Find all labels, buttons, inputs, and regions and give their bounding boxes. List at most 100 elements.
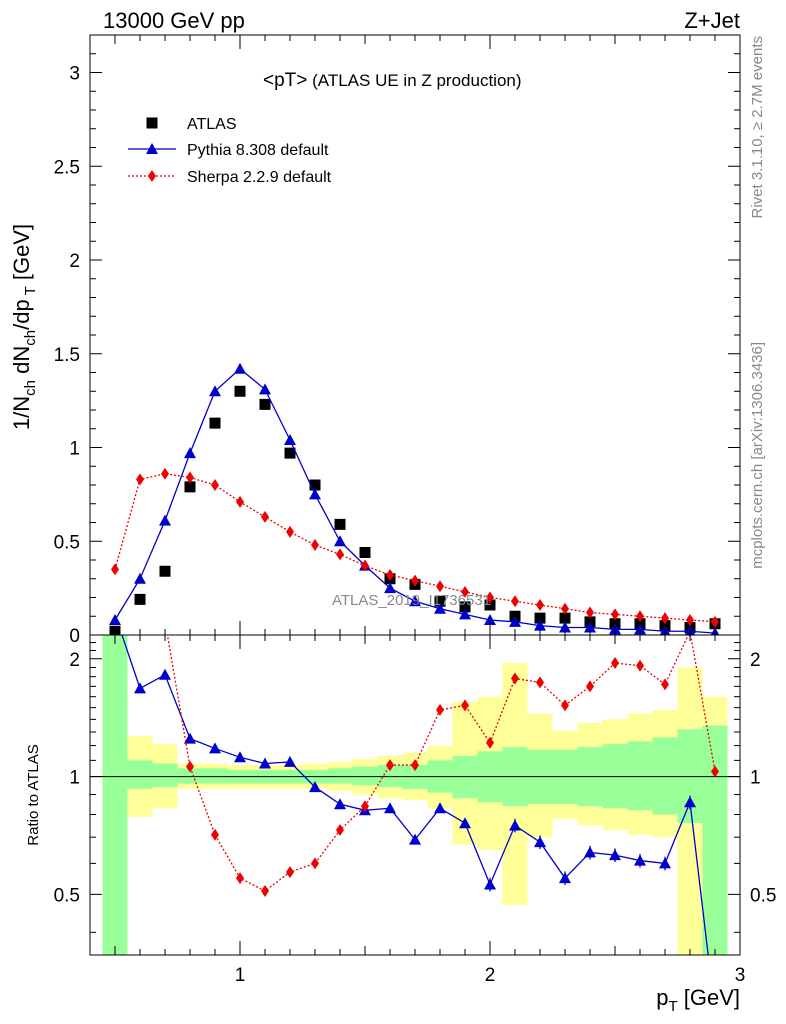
legend-marker [146, 143, 158, 154]
rivet-side-label: Rivet 3.1.10, ≥ 2.7M events [749, 36, 766, 219]
sherpa-point [186, 471, 194, 484]
sherpa-ratio-point [536, 676, 544, 689]
plot-title-main: <pT> [263, 70, 307, 91]
x-tick-label: 1 [235, 965, 246, 986]
pythia-ratio-point [509, 819, 521, 831]
y-tick-label-top: 2 [69, 251, 80, 272]
atlas-data-point [334, 518, 346, 530]
uncertainty-band-inner [127, 760, 153, 789]
pythia-ratio-point [409, 833, 421, 845]
sherpa-point [436, 580, 444, 593]
pythia-ratio-point [684, 796, 696, 808]
sherpa-point [136, 473, 144, 486]
pythia-ratio-point [284, 755, 296, 767]
atlas-data-point [184, 481, 196, 493]
pythia-point [334, 535, 346, 547]
pythia-point [434, 602, 446, 614]
pythia-ratio-point [134, 682, 146, 694]
pythia-ratio-point [609, 849, 621, 861]
uncertainty-band-inner [102, 635, 128, 955]
atlas-data-point [459, 601, 471, 613]
uncertainty-band-inner [702, 725, 728, 955]
sherpa-point [511, 595, 519, 608]
pythia-ratio-point [434, 802, 446, 814]
y-tick-label-ratio-right: 1 [750, 768, 761, 789]
legend-label: ATLAS [187, 116, 237, 133]
sherpa-ratio-point [286, 866, 294, 879]
pythia-point [584, 621, 596, 633]
pythia-ratio-point [159, 668, 171, 680]
pythia-ratio-point [584, 846, 596, 858]
pythia-point [459, 608, 471, 620]
sherpa-point [311, 539, 319, 551]
sherpa-ratio-point [236, 872, 244, 885]
sherpa-ratio-point [186, 760, 194, 773]
plot-title-subtitle: (ATLAS UE in Z production) [307, 71, 521, 90]
header-left-label: 13000 GeV pp [103, 8, 245, 33]
y-tick-label-top: 0.5 [54, 532, 80, 553]
sherpa-point [161, 467, 169, 480]
pythia-ratio-point [184, 732, 196, 744]
pythia-point [484, 614, 496, 625]
sherpa-point [661, 612, 669, 625]
x-tick-label: 3 [735, 965, 746, 986]
sherpa-point [261, 510, 269, 523]
sherpa-ratio-point [261, 885, 269, 898]
x-axis-title: pT [GeV] [656, 985, 740, 1015]
atlas-data-point [434, 595, 446, 607]
sherpa-point [111, 563, 119, 576]
y-tick-label-top: 3 [69, 64, 80, 85]
sherpa-ratio-point [336, 824, 344, 837]
plot-title: <pT> (ATLAS UE in Z production) [263, 70, 522, 91]
pythia-ratio-point [384, 802, 396, 814]
y-tick-label-top: 0 [69, 626, 80, 647]
atlas-data-point [209, 417, 221, 429]
sherpa-point [561, 602, 569, 615]
uncertainty-band-inner [152, 763, 178, 788]
sherpa-point [361, 559, 369, 572]
pythia-point [184, 447, 196, 459]
pythia-point [159, 514, 171, 526]
sherpa-ratio-point [711, 765, 719, 778]
sherpa-ratio-point [586, 680, 594, 693]
y-tick-label-ratio-left: 1 [69, 768, 80, 789]
pythia-point [259, 383, 271, 395]
main-panel: 0 0.5 1 1.5 2 2.5 3 <pT> (ATLAS UE in Z produc… [9, 34, 741, 647]
sherpa-point [611, 608, 619, 621]
pythia-point [509, 615, 521, 627]
sherpa-ratio-point [561, 699, 569, 712]
uncertainty-band-inner [652, 737, 678, 815]
pythia-point [534, 619, 546, 631]
watermark-label: ATLAS_2019_I1736531 [332, 592, 491, 609]
pythia-point [409, 595, 421, 607]
x-tick-label: 2 [485, 965, 496, 986]
atlas-data-point [359, 547, 371, 558]
sherpa-point [711, 615, 719, 628]
atlas-data-point [559, 612, 571, 624]
legend-label: Sherpa 2.2.9 default [187, 169, 332, 186]
atlas-data-point [259, 398, 271, 410]
y-tick-label-ratio-left: 0.5 [54, 885, 80, 906]
legend-label: Pythia 8.308 default [187, 142, 329, 159]
pythia-ratio-point [209, 742, 221, 754]
y-tick-label-top: 2.5 [54, 157, 80, 178]
sherpa-ratio-point [386, 759, 394, 772]
sherpa-ratio-point [511, 672, 519, 685]
sherpa-ratio-point [411, 759, 419, 772]
sherpa-ratio-point [211, 828, 219, 841]
uncertainty-band-inner [327, 768, 353, 784]
uncertainty-band-inner [352, 766, 378, 786]
pythia-point [284, 434, 296, 445]
pythia-point [109, 614, 121, 625]
atlas-data-point [309, 479, 321, 491]
pythia-ratio-point [259, 757, 271, 769]
sherpa-point [386, 569, 394, 581]
pythia-point [134, 572, 146, 584]
sherpa-ratio-point [436, 703, 444, 716]
sherpa-point [411, 574, 419, 587]
pythia-ratio-point [334, 798, 346, 810]
sherpa-point [286, 525, 294, 538]
y-axis-title-top: 1/Nch dNch/dp T [GeV] [9, 224, 39, 430]
sherpa-point [486, 591, 494, 604]
